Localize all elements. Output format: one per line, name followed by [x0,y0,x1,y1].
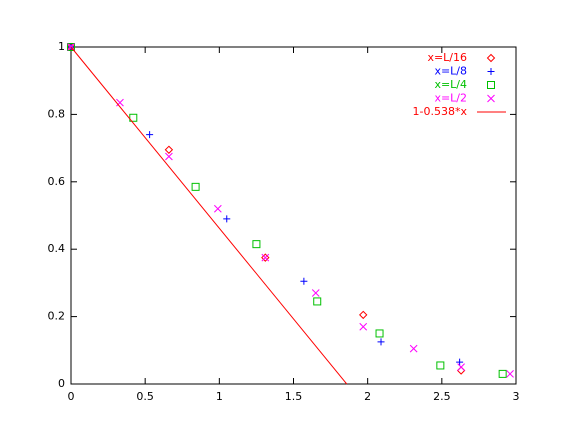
y-tick-label: 0.4 [48,242,66,255]
square-marker [252,240,261,249]
plus-marker [300,277,308,285]
x-tick-label: 0.5 [136,390,154,403]
diamond-marker [456,366,466,375]
x-tick-label: 2 [364,390,371,403]
legend-marker [487,81,495,89]
square-marker [313,297,322,306]
legend-marker [486,53,496,63]
square-marker [191,182,200,191]
y-tick-label: 0.8 [48,107,66,120]
diamond-marker [261,253,270,262]
plus-marker [377,338,385,346]
square-marker [129,113,138,122]
legend-label: x=L/4 [434,78,467,91]
cross-marker [261,253,270,262]
cross-marker [457,363,465,372]
y-tick-label: 0 [58,377,65,390]
x-tick-label: 3 [513,390,520,403]
x-tick-label: 0 [68,390,75,403]
y-tick-label: 1 [58,40,65,53]
legend-marker [487,68,495,75]
cross-marker [116,98,124,107]
diamond-marker [359,310,368,320]
x-tick-label: 2.5 [433,390,451,403]
cross-marker [213,204,222,213]
cross-marker [506,370,514,378]
legend-label: x=L/8 [434,65,467,78]
square-marker [436,361,445,370]
square-marker [67,43,75,51]
plus-marker [223,215,231,223]
square-marker [375,329,384,338]
cross-marker [409,344,418,353]
y-tick-label: 0.6 [48,175,66,188]
x-tick-label: 1.5 [285,390,303,403]
x-tick-label: 1 [216,390,223,403]
plus-marker [456,358,464,366]
cross-marker [311,289,320,297]
legend-marker [487,94,495,103]
cross-marker [165,152,173,161]
diamond-marker [164,145,174,154]
y-tick-label: 0.2 [48,310,66,323]
square-marker [498,369,507,378]
plus-marker [146,131,154,139]
legend-label: x=L/16 [427,51,467,64]
cross-marker [359,322,368,331]
fit-line [70,46,348,385]
legend-label: x=L/2 [434,92,467,105]
legend-label: 1-0.538*x [413,105,468,118]
